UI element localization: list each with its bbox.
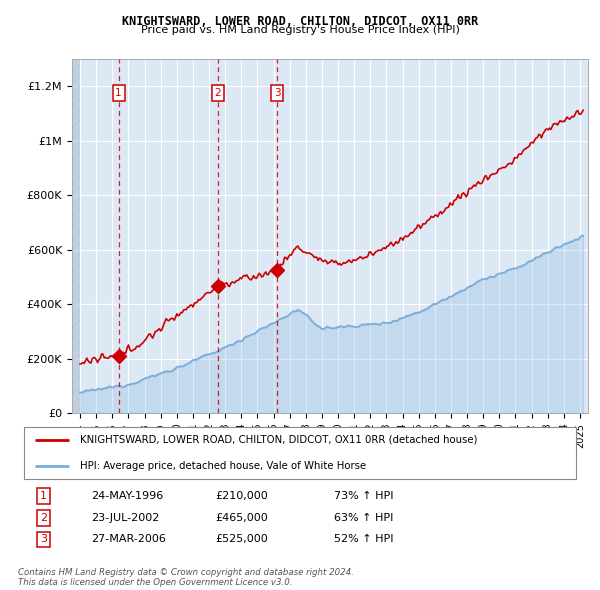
Text: £210,000: £210,000 [215, 491, 268, 501]
Text: KNIGHTSWARD, LOWER ROAD, CHILTON, DIDCOT, OX11 0RR: KNIGHTSWARD, LOWER ROAD, CHILTON, DIDCOT… [122, 15, 478, 28]
Text: 52% ↑ HPI: 52% ↑ HPI [334, 535, 394, 545]
Text: HPI: Average price, detached house, Vale of White Horse: HPI: Average price, detached house, Vale… [80, 461, 366, 471]
Text: 24-MAY-1996: 24-MAY-1996 [91, 491, 164, 501]
Text: £525,000: £525,000 [215, 535, 268, 545]
FancyBboxPatch shape [23, 427, 577, 478]
Text: 23-JUL-2002: 23-JUL-2002 [91, 513, 160, 523]
Text: 2: 2 [215, 88, 221, 98]
Text: KNIGHTSWARD, LOWER ROAD, CHILTON, DIDCOT, OX11 0RR (detached house): KNIGHTSWARD, LOWER ROAD, CHILTON, DIDCOT… [80, 435, 478, 445]
Text: 3: 3 [274, 88, 281, 98]
Text: Contains HM Land Registry data © Crown copyright and database right 2024.
This d: Contains HM Land Registry data © Crown c… [18, 568, 354, 587]
Text: 73% ↑ HPI: 73% ↑ HPI [334, 491, 394, 501]
Text: 27-MAR-2006: 27-MAR-2006 [91, 535, 166, 545]
Text: 2: 2 [40, 513, 47, 523]
Text: 3: 3 [40, 535, 47, 545]
Text: 1: 1 [40, 491, 47, 501]
Text: 1: 1 [115, 88, 122, 98]
Bar [72, 59, 80, 413]
Text: £465,000: £465,000 [215, 513, 268, 523]
Text: 63% ↑ HPI: 63% ↑ HPI [334, 513, 393, 523]
Text: Price paid vs. HM Land Registry's House Price Index (HPI): Price paid vs. HM Land Registry's House … [140, 25, 460, 35]
